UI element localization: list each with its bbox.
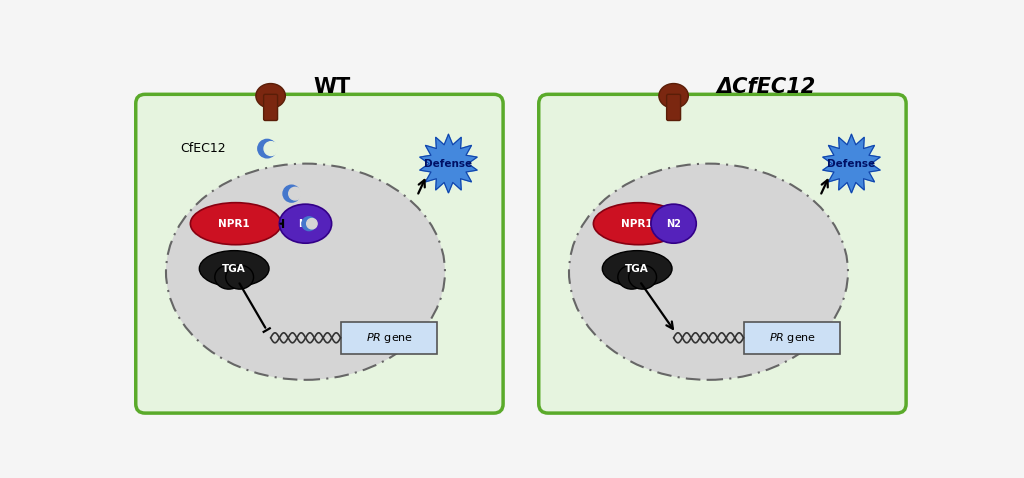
Polygon shape: [822, 134, 881, 193]
FancyBboxPatch shape: [263, 94, 278, 120]
Circle shape: [306, 218, 317, 229]
Text: NPR1: NPR1: [218, 218, 250, 228]
Circle shape: [302, 217, 316, 230]
Ellipse shape: [256, 84, 286, 108]
Ellipse shape: [215, 265, 243, 289]
Ellipse shape: [658, 84, 688, 108]
Text: ΔCfEC12: ΔCfEC12: [716, 76, 815, 97]
Text: N2: N2: [667, 218, 681, 228]
Text: TGA: TGA: [222, 264, 246, 273]
Circle shape: [258, 140, 276, 158]
Circle shape: [289, 187, 301, 200]
Text: Defense: Defense: [827, 159, 876, 169]
Text: N2: N2: [298, 218, 313, 228]
Ellipse shape: [629, 265, 656, 289]
FancyBboxPatch shape: [341, 322, 437, 354]
FancyBboxPatch shape: [667, 94, 681, 120]
Ellipse shape: [569, 163, 848, 380]
Ellipse shape: [593, 203, 684, 245]
FancyBboxPatch shape: [539, 94, 906, 413]
Ellipse shape: [225, 265, 254, 289]
Ellipse shape: [651, 204, 696, 243]
FancyBboxPatch shape: [136, 94, 503, 413]
Text: CfEC12: CfEC12: [180, 142, 225, 155]
Text: Defense: Defense: [424, 159, 472, 169]
Text: WT: WT: [313, 76, 350, 97]
Ellipse shape: [602, 250, 672, 287]
Text: $\mathit{PR}$ gene: $\mathit{PR}$ gene: [366, 331, 413, 345]
Text: TGA: TGA: [626, 264, 649, 273]
Text: $\mathit{PR}$ gene: $\mathit{PR}$ gene: [769, 331, 816, 345]
Ellipse shape: [200, 250, 269, 287]
Text: NPR1: NPR1: [622, 218, 653, 228]
Ellipse shape: [190, 203, 281, 245]
Ellipse shape: [280, 204, 332, 243]
Polygon shape: [420, 134, 477, 193]
Circle shape: [283, 185, 300, 202]
FancyBboxPatch shape: [744, 322, 840, 354]
Ellipse shape: [166, 163, 445, 380]
Ellipse shape: [617, 265, 646, 289]
Circle shape: [264, 141, 278, 155]
